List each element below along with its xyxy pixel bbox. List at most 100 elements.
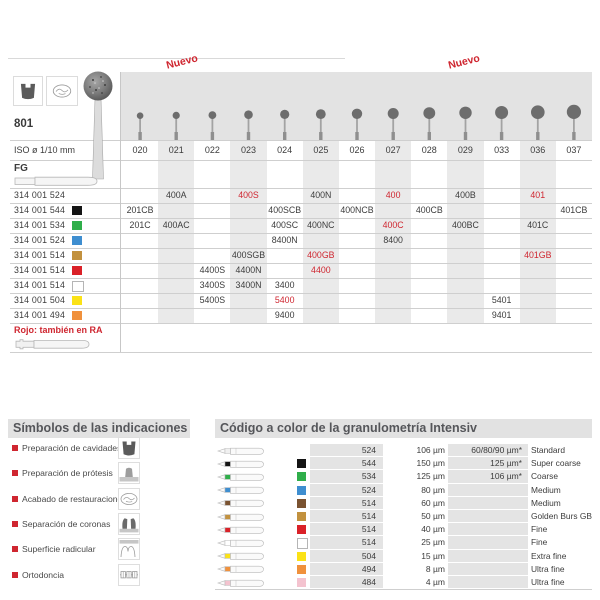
crown-separation-icon [118, 512, 140, 535]
nuevo-badge: Nuevo [447, 52, 482, 72]
bur-reference: 400BC [451, 220, 479, 230]
granulometry-row: 514 40 µm Fine [215, 523, 592, 537]
grit-code: 514 [361, 511, 376, 521]
bur-outline-illustration [217, 446, 265, 458]
bur-reference: 201C [129, 220, 151, 230]
row-divider [10, 203, 592, 204]
grit-color-chip [297, 498, 306, 508]
table-row: 314 001 504 5400S 5400 5401 [10, 293, 592, 308]
grit-color-chip [297, 538, 308, 550]
bur-outline-illustration [217, 578, 265, 590]
grit-name: Standard [531, 445, 565, 455]
ra-bur-illustration [15, 339, 90, 350]
nuevo-badge: Nuevo [165, 52, 200, 72]
grit-size: 80 µm [421, 484, 445, 495]
bur-outline-illustration [217, 459, 265, 471]
bur-reference: 3400 [274, 280, 295, 290]
iso-size-value: 029 [457, 145, 473, 155]
bur-outline-illustration [217, 551, 265, 563]
granulometry-row: 484 4 µm Ultra fine [215, 576, 592, 590]
column-stripe [230, 140, 267, 323]
grit-color-chip [72, 235, 82, 245]
grit-size: 8 µm [425, 563, 445, 574]
grit-color-chip [297, 485, 306, 495]
bur-outline-illustration [217, 525, 265, 537]
bur-outline-illustration [217, 564, 265, 576]
grit-color-chip [72, 205, 82, 215]
iso-size-value: 026 [349, 145, 365, 155]
row-divider [10, 248, 592, 249]
indication-label: Acabado de restauraciones [22, 493, 127, 504]
iso-size-value: 021 [168, 145, 184, 155]
row-divider [10, 233, 592, 234]
grit-name: Fine [531, 537, 548, 548]
grit-color-chip [72, 310, 82, 320]
bur-outline-illustration [217, 512, 265, 524]
grit-color-chip [297, 578, 306, 587]
table-row: 314 001 524 400A 400S 400N 400 400B 401 [10, 188, 592, 203]
top-divider [8, 58, 345, 59]
grit-size: 150 µm [416, 458, 445, 469]
bur-reference: 400S [238, 190, 259, 200]
grit-color-chip [297, 459, 306, 469]
row-divider [10, 323, 592, 324]
indication-item: Superficie radicular [8, 537, 198, 561]
table-row: 314 001 514 400SGB 400GB 401GB [10, 248, 592, 263]
iso-size-value: 020 [132, 145, 148, 155]
grit-color-chip [72, 280, 84, 292]
grit-size: 15 µm [421, 550, 445, 561]
grit-size: 106 µm [416, 445, 445, 455]
bur-reference: 201CB [126, 205, 154, 215]
grit-code: 494 [361, 563, 376, 574]
model-number: 801 [14, 118, 34, 130]
grit-alt-size: 106 µm* [490, 471, 522, 482]
grit-size: 50 µm [421, 511, 445, 521]
iso-size-value: 024 [277, 145, 293, 155]
grit-code: 514 [361, 537, 376, 548]
column-stripe [519, 140, 556, 323]
grit-name: Extra fine [531, 550, 567, 561]
red-bullet [12, 571, 18, 578]
column-stripe [158, 140, 195, 323]
bur-reference: 400NCB [340, 205, 374, 215]
iso-size-value: 023 [241, 145, 257, 155]
order-code: 314 001 544 [14, 205, 66, 215]
granulometry-row: 524 80 µm Medium [215, 484, 592, 497]
grit-code: 484 [361, 577, 376, 587]
indication-label: Separación de coronas [22, 518, 111, 529]
symbols-section-title: Símbolos de las indicaciones [8, 419, 190, 438]
grit-name: Medium [531, 484, 561, 495]
indication-item: Preparación de prótesis [8, 461, 198, 485]
grit-size: 125 µm [416, 471, 445, 482]
grit-name: Ultra fine [531, 577, 565, 587]
grit-color-chip [297, 551, 306, 561]
row-divider [10, 218, 592, 219]
red-bullet [12, 495, 18, 502]
bur-reference: 400SC [271, 220, 299, 230]
grit-code: 544 [361, 458, 376, 469]
bur-reference: 400A [165, 190, 187, 200]
indication-label: Superficie radicular [22, 544, 96, 555]
grit-size: 25 µm [421, 537, 445, 548]
grit-color-chip [297, 512, 306, 521]
bur-reference: 3400N [235, 280, 262, 290]
bur-reference: 4400 [311, 265, 331, 275]
bur-reference: 8400N [271, 235, 298, 245]
bur-reference: 5400 [274, 295, 295, 305]
bur-reference: 400N [310, 190, 332, 200]
order-code: 314 001 494 [14, 310, 66, 320]
bur-reference: 5401 [491, 295, 512, 305]
indication-item: Preparación de cavidades [8, 436, 198, 460]
bur-reference: 401CB [560, 205, 588, 215]
table-row: 314 001 514 4400S 4400N 4400 [10, 263, 592, 278]
grit-name: Medium [531, 497, 561, 508]
row-divider [10, 278, 592, 279]
bur-illustration-band [120, 72, 592, 140]
shank-type-label: FG [14, 163, 28, 174]
orthodontics-icon [118, 563, 140, 586]
iso-size-value: 027 [385, 145, 401, 155]
row-divider [10, 293, 592, 294]
row-divider [10, 188, 592, 189]
grit-size: 40 µm [421, 524, 445, 535]
